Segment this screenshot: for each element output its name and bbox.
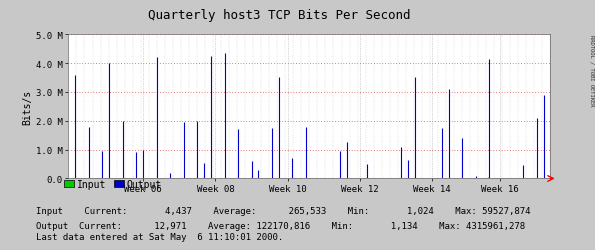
Text: Quarterly host3 TCP Bits Per Second: Quarterly host3 TCP Bits Per Second <box>148 9 411 22</box>
Text: Output  Current:      12,971    Average: 122170,816    Min:       1,134    Max: : Output Current: 12,971 Average: 122170,8… <box>36 221 525 230</box>
Text: RRDTOOL / TOBI OETIKER: RRDTOOL / TOBI OETIKER <box>590 34 594 106</box>
Legend: Input, Output: Input, Output <box>64 179 162 189</box>
Text: Last data entered at Sat May  6 11:10:01 2000.: Last data entered at Sat May 6 11:10:01 … <box>36 232 283 241</box>
Text: Input    Current:       4,437    Average:      265,533    Min:       1,024    Ma: Input Current: 4,437 Average: 265,533 Mi… <box>36 206 530 215</box>
Y-axis label: Bits/s: Bits/s <box>22 89 32 124</box>
